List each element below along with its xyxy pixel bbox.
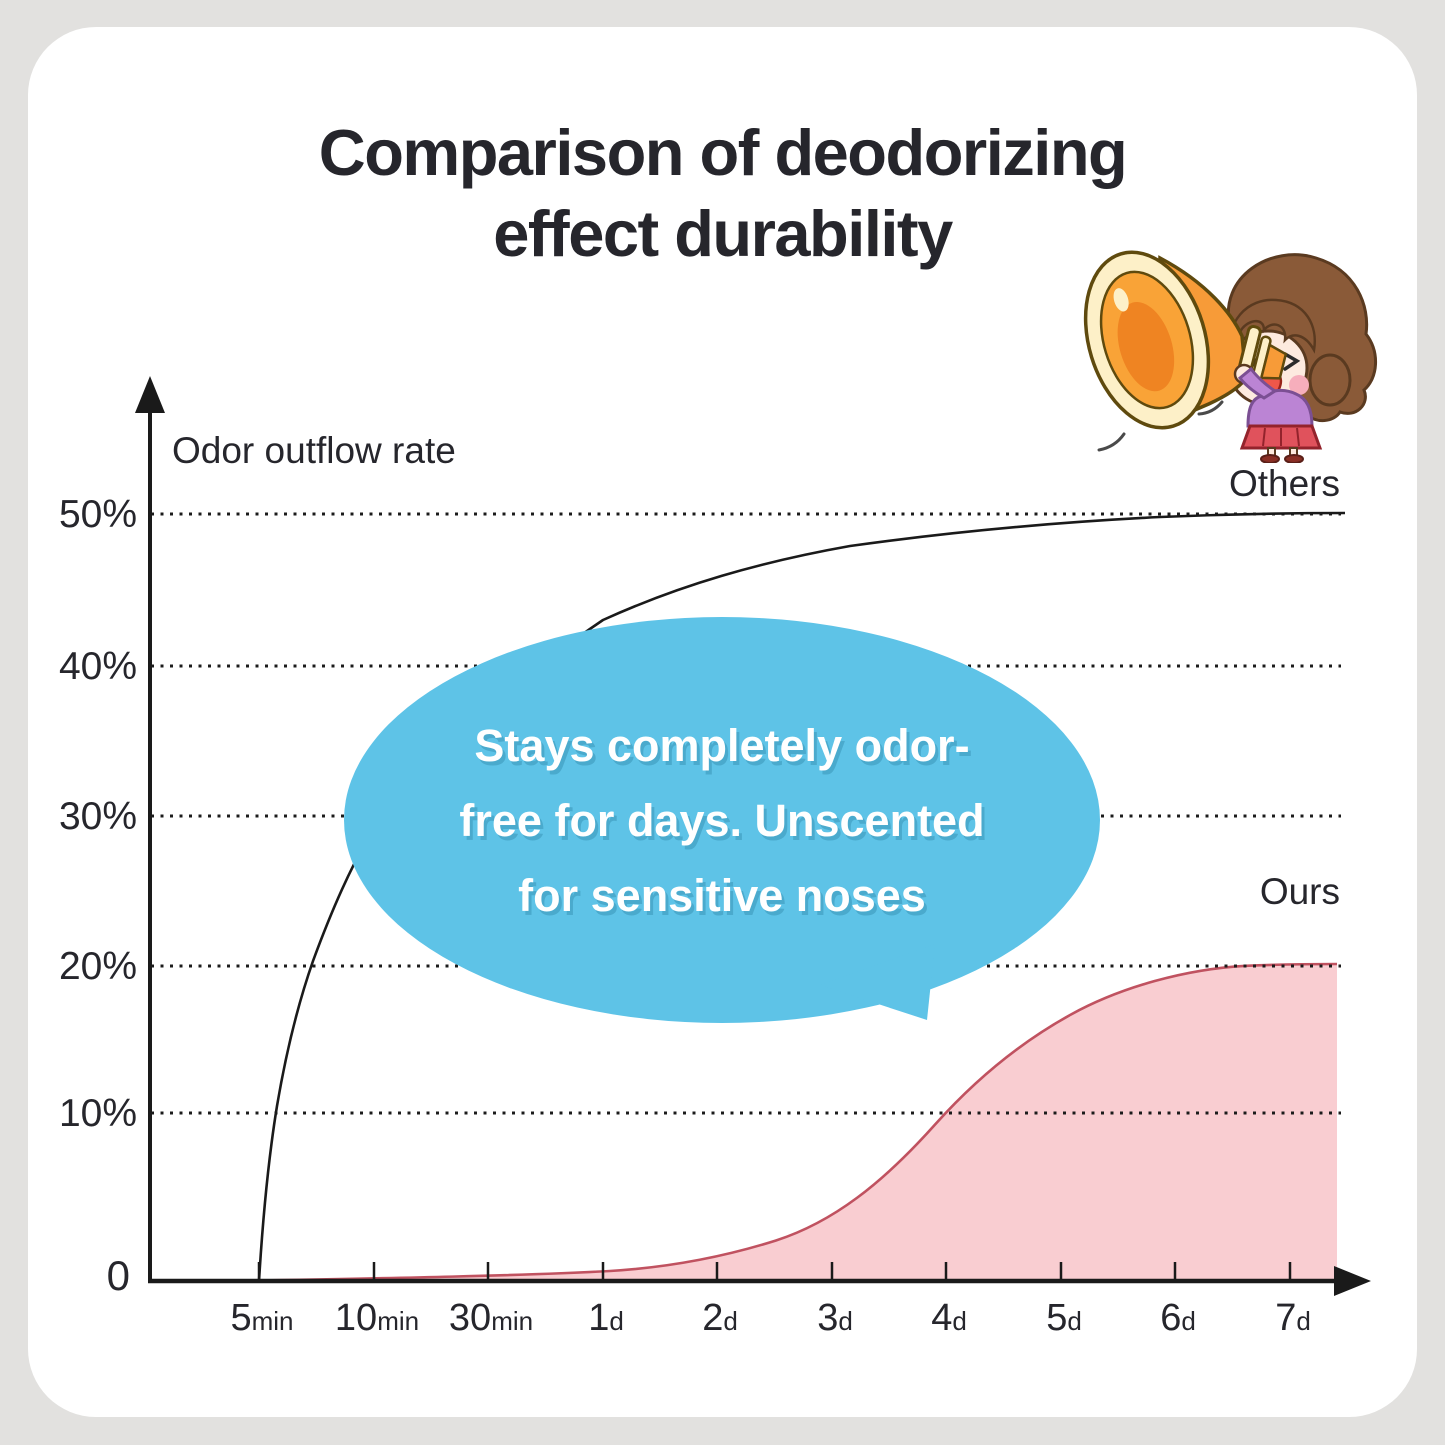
ours-area: [259, 964, 1337, 1281]
x-tick-value: 5: [1046, 1297, 1067, 1339]
ours-curve: [258, 962, 1338, 1282]
x-tick-value: 30: [449, 1297, 491, 1339]
svg-text:30min: 30min: [449, 1297, 533, 1339]
y-tick-label: 40%: [59, 645, 137, 688]
x-tick-labels: 5min 10min 30min 1d 2d 3d 4d 5d 6d 7d: [230, 1297, 1310, 1339]
x-tick-value: 7: [1275, 1297, 1296, 1339]
x-tick-unit: min: [491, 1306, 533, 1336]
y-tick-labels: 50% 40% 30% 20% 10% 0: [59, 493, 137, 1299]
y-tick-label: 30%: [59, 795, 137, 838]
x-tick-value: 5: [230, 1297, 251, 1339]
svg-text:7d: 7d: [1275, 1297, 1311, 1339]
x-tick-value: 1: [588, 1297, 609, 1339]
svg-text:4d: 4d: [931, 1297, 967, 1339]
ours-series-label: Ours: [1260, 871, 1340, 912]
y-tick-label: 0: [107, 1252, 130, 1299]
axes: [148, 408, 1338, 1284]
y-tick-label: 20%: [59, 945, 137, 988]
bubble-annotation: Stays completely odor- free for days. Un…: [382, 708, 1062, 933]
x-tick-unit: min: [252, 1306, 294, 1336]
x-tick-value: 4: [931, 1297, 952, 1339]
y-axis-arrowhead-icon: [135, 376, 165, 413]
page-title: Comparison of deodorizing effect durabil…: [0, 112, 1445, 274]
girl-eye-wink: [1283, 352, 1301, 371]
girl-hair-curl: [1308, 353, 1352, 407]
svg-text:6d: 6d: [1160, 1297, 1196, 1339]
speech-bubble-body: [344, 617, 1100, 1023]
x-tick-unit: min: [377, 1306, 419, 1336]
svg-text:5d: 5d: [1046, 1297, 1082, 1339]
others-series-label: Others: [1229, 463, 1340, 504]
x-tick-unit: d: [1067, 1306, 1081, 1336]
svg-text:1d: 1d: [588, 1297, 624, 1339]
girl-sleeve: [1237, 366, 1278, 400]
x-axis-arrowhead-icon: [1334, 1266, 1371, 1296]
y-axis-title: Odor outflow rate: [172, 430, 456, 471]
girl-legs: [1260, 447, 1304, 463]
speech-bubble: [344, 617, 1100, 1023]
svg-text:2d: 2d: [702, 1297, 738, 1339]
x-tick-value: 3: [817, 1297, 838, 1339]
girl-skirt-pleats: [1262, 427, 1300, 447]
svg-text:10min: 10min: [335, 1297, 419, 1339]
svg-text:3d: 3d: [817, 1297, 853, 1339]
title-line-1: Comparison of deodorizing: [318, 116, 1128, 189]
y-tick-label: 10%: [59, 1092, 137, 1135]
megaphone-bell: [1083, 250, 1211, 430]
megaphone-girl-illustration: [1083, 250, 1378, 463]
x-tick-unit: d: [838, 1306, 852, 1336]
speech-bubble-tail: [820, 944, 935, 1020]
bubble-line-3: for sensitive noses: [518, 870, 926, 921]
x-tick-unit: d: [723, 1306, 737, 1336]
x-tick-unit: d: [1296, 1306, 1310, 1336]
x-tick-unit: d: [1181, 1306, 1195, 1336]
bubble-line-1: Stays completely odor-: [474, 720, 970, 771]
x-tick-value: 10: [335, 1297, 377, 1339]
y-tick-label: 50%: [59, 493, 137, 536]
x-tick-unit: d: [609, 1306, 623, 1336]
girl-blush: [1289, 375, 1309, 395]
title-line-2: effect durability: [493, 197, 953, 270]
x-axis-ticks: [257, 1262, 1292, 1281]
bubble-line-2: free for days. Unscented: [459, 795, 985, 846]
x-tick-value: 6: [1160, 1297, 1181, 1339]
svg-text:5min: 5min: [230, 1297, 293, 1339]
x-tick-value: 2: [702, 1297, 723, 1339]
x-tick-unit: d: [952, 1306, 966, 1336]
